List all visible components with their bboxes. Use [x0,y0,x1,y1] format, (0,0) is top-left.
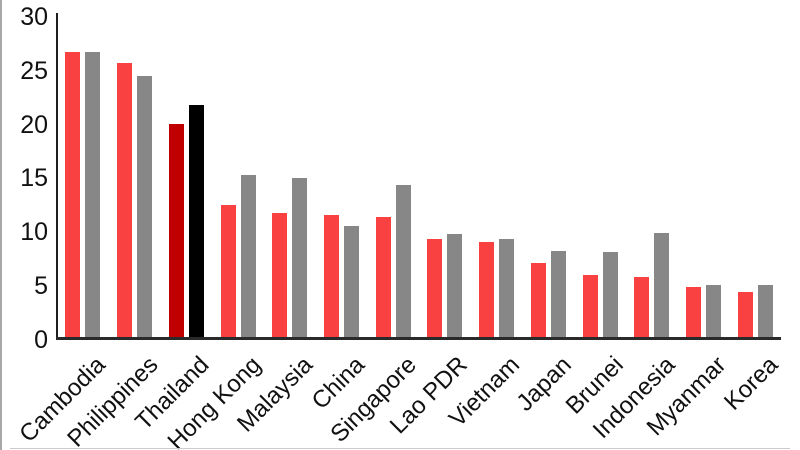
bottom-edge-line [10,448,790,449]
bar-myanmar-series2 [706,285,721,337]
bar-lao-pdr-series1 [427,239,442,337]
bar-vietnam-series2 [499,239,514,337]
x-axis-line [56,337,781,340]
bar-brunei-series1 [583,275,598,337]
bar-hong-kong-series1 [221,205,236,337]
y-axis-line [56,13,58,338]
bar-singapore-series1 [376,217,391,337]
bar-thailand-series2 [189,105,204,337]
left-edge-line [0,0,2,450]
bar-cambodia-series1 [65,52,80,337]
bar-malaysia-series1 [272,213,287,337]
bar-myanmar-series1 [686,287,701,337]
y-tick-label-0: 0 [34,326,48,354]
x-axis-label-korea: Korea [719,351,784,416]
y-tick-label-25: 25 [20,56,48,85]
y-tick-label-20: 20 [20,110,48,139]
y-tick-label-15: 15 [20,164,48,193]
bar-lao-pdr-series2 [447,234,462,337]
bar-korea-series2 [758,285,773,337]
bar-cambodia-series2 [85,52,100,337]
bar-japan-series2 [551,251,566,337]
bar-korea-series1 [738,292,753,337]
bar-brunei-series2 [603,252,618,337]
bar-philippines-series1 [117,63,132,337]
y-tick-label-30: 30 [20,2,48,31]
bar-hong-kong-series2 [241,175,256,337]
bar-singapore-series2 [396,185,411,337]
bar-malaysia-series2 [292,178,307,337]
bar-china-series1 [324,215,339,337]
y-tick-label-10: 10 [20,218,48,247]
bar-indonesia-series1 [634,277,649,337]
y-tick-label-5: 5 [34,272,48,301]
bar-vietnam-series1 [479,242,494,337]
bar-japan-series1 [531,263,546,337]
bar-china-series2 [344,226,359,337]
bar-thailand-series1 [169,124,184,337]
bar-indonesia-series2 [654,233,669,337]
bar-philippines-series2 [137,76,152,337]
